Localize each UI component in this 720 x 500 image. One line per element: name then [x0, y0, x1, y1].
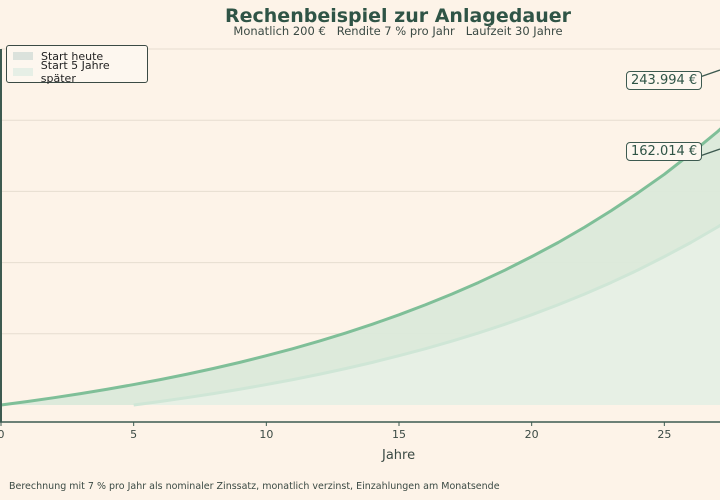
series-area-1 [133, 225, 720, 405]
chart-title: Rechenbeispiel zur Anlagedauer [225, 5, 571, 27]
legend-label-start-heute: Start heute [41, 49, 104, 63]
x-tick-label: 20 [525, 428, 539, 441]
series-line-0 [0, 127, 720, 407]
chart-subtitle: Monatlich 200 € Rendite 7 % pro Jahr Lau… [233, 24, 563, 38]
legend-item-start-spaeter: Start 5 Jahre später [7, 59, 147, 85]
x-tick-label: 0 [0, 428, 5, 441]
chart-footnote: Berechnung mit 7 % pro Jahr als nominale… [9, 481, 500, 492]
annotation-end-value-spaeter: 162.014 € [626, 142, 703, 161]
legend-label-start-spaeter: Start 5 Jahre später [40, 59, 110, 85]
x-tick-label: 15 [392, 428, 406, 441]
x-tick-label: 25 [657, 428, 671, 441]
chart-legend: Start heute Start 5 Jahre später [6, 45, 148, 85]
annotation-end-value-heute: 243.994 € [626, 71, 703, 90]
x-tick-label: 5 [130, 428, 137, 441]
legend-item-start-heute: Start heute [7, 48, 147, 64]
legend-swatch-start-spaeter [13, 68, 33, 76]
x-tick-label: 10 [259, 428, 273, 441]
series-line-1 [133, 223, 720, 407]
legend-swatch-start-heute [13, 52, 33, 60]
x-axis-label: Jahre [382, 448, 416, 463]
